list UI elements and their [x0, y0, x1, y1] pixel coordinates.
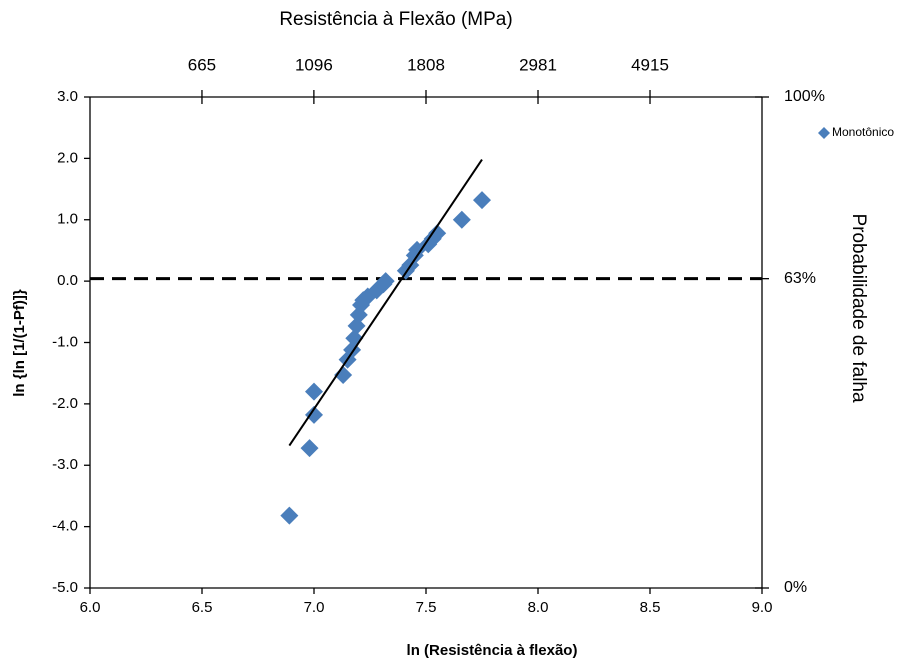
trendline [288, 159, 483, 447]
y-tick-label: -3.0 [52, 456, 78, 473]
y-tick-label: -5.0 [52, 579, 78, 596]
y2-axis-label: Probabilidade de falha [848, 213, 869, 403]
y-tick-label: 2.0 [57, 149, 78, 166]
chart-title: Resistência à Flexão (MPa) [279, 9, 512, 30]
y2-tick-label: 63% [784, 270, 816, 287]
x2-tick-label: 1808 [407, 55, 445, 74]
y-tick-label: -1.0 [52, 333, 78, 350]
data-point [305, 405, 323, 424]
y-tick-label: 3.0 [57, 88, 78, 105]
y-axis-label: ln {ln [1/(1-Pf)]} [11, 289, 28, 397]
y-tick-label: -4.0 [52, 518, 78, 535]
x2-tick-label: 665 [188, 55, 216, 74]
x-axis-label: ln (Resistência à flexão) [407, 642, 578, 659]
data-point [280, 506, 299, 525]
x-tick-label: 7.0 [304, 599, 325, 616]
y2-tick-label: 100% [784, 88, 825, 105]
x-tick-label: 6.5 [192, 599, 213, 616]
x-tick-label: 6.0 [80, 599, 101, 616]
data-point [376, 272, 395, 291]
y-tick-label: 0.0 [57, 272, 78, 289]
data-point [473, 191, 491, 210]
x-tick-label: 9.0 [752, 599, 773, 616]
x2-tick-label: 4915 [631, 55, 669, 74]
x-tick-label: 7.5 [416, 599, 437, 616]
x2-tick-label: 2981 [519, 55, 557, 74]
x2-tick-label: 1096 [295, 55, 333, 74]
legend-label: Monotônico [832, 125, 894, 139]
data-point [428, 224, 447, 243]
y2-tick-label: 0% [784, 579, 807, 596]
y-tick-label: 1.0 [57, 211, 78, 228]
x-tick-label: 8.5 [640, 599, 661, 616]
x-tick-label: 8.0 [528, 599, 549, 616]
legend-marker [818, 127, 830, 139]
data-point [300, 439, 319, 458]
data-point [334, 366, 353, 385]
data-point [452, 210, 471, 229]
y-tick-label: -2.0 [52, 395, 78, 412]
data-point [305, 382, 323, 401]
